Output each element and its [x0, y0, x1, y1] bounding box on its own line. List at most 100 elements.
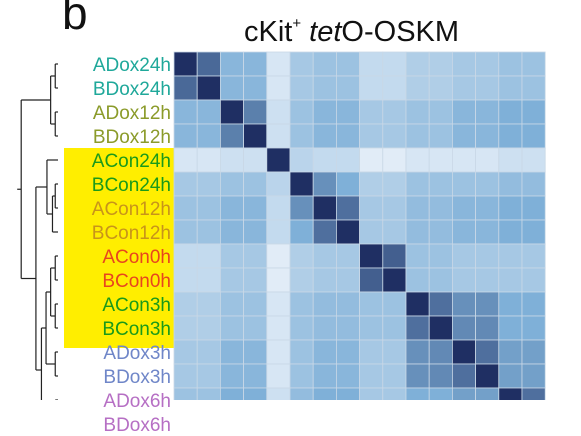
heatmap-cell-ADox3h-BCon0h [382, 339, 407, 365]
chart-title: cKit+ tetO-OSKM [244, 16, 459, 47]
heatmap-cell-BDox24h-ACon12h [312, 75, 337, 101]
heatmap-cell-ACon24h-ACon12h [312, 147, 337, 173]
heatmap-cell-BDox12h-BCon24h [289, 123, 314, 149]
heatmap-cell-ACon0h-ACon0h [359, 243, 384, 269]
heatmap-cell-BCon12h-ACon3h [405, 219, 430, 245]
heatmap-cell-ADox24h-ADox3h [451, 51, 476, 77]
heatmap-cell-ACon3h-ADox24h [173, 291, 198, 317]
heatmap-cell-ADox3h-BCon12h [335, 339, 360, 365]
heatmap-cell-ACon24h-BDox24h [196, 147, 221, 173]
heatmap-cell-ACon24h-ACon3h [405, 147, 430, 173]
heatmap-cell-ADox12h-ADox12h [219, 99, 244, 125]
heatmap-cell-BDox24h-BCon0h [382, 75, 407, 101]
heatmap-cell-BDox24h-ADox3h [451, 75, 476, 101]
heatmap-cell-BCon24h-BCon12h [335, 171, 360, 197]
heatmap-cell-BCon12h-ACon0h [359, 219, 384, 245]
heatmap-cell-BCon3h-BCon3h [428, 315, 453, 341]
heatmap-cell-BCon12h-BDox24h [196, 219, 221, 245]
heatmap-cell-ADox24h-BCon12h [335, 51, 360, 77]
heatmap-cell-BDox3h-BDox6h [521, 363, 546, 389]
row-label-ADox3h: ADox3h [103, 343, 171, 364]
heatmap-cell-ACon3h-ACon24h [266, 291, 291, 317]
heatmap-cell-ADox3h-ACon24h [266, 339, 291, 365]
heatmap-cell-ACon0h-BCon24h [289, 243, 314, 269]
heatmap-cell-ACon3h-ADox3h [451, 291, 476, 317]
heatmap-cell-BCon3h-ACon3h [405, 315, 430, 341]
heatmap-cell-BCon3h-ADox24h [173, 315, 198, 341]
heatmap-cell-ACon12h-BDox12h [243, 195, 268, 221]
heatmap-cell-BCon0h-BCon24h [289, 267, 314, 293]
heatmap-cell-BCon3h-BDox3h [475, 315, 500, 341]
heatmap-cell-ACon3h-BDox12h [243, 291, 268, 317]
heatmap-cell-ACon0h-BCon3h [428, 243, 453, 269]
heatmap-cell-ADox6h-ACon0h [359, 387, 384, 400]
title-suffix: O-OSKM [341, 16, 460, 48]
heatmap-cell-BDox12h-ACon3h [405, 123, 430, 149]
heatmap-cell-ADox6h-BCon3h [428, 387, 453, 400]
heatmap-cell-BDox3h-BDox3h [475, 363, 500, 389]
heatmap-cell-BDox24h-BDox3h [475, 75, 500, 101]
heatmap-cell-BCon24h-BCon3h [428, 171, 453, 197]
heatmap-cell-BDox12h-ACon12h [312, 123, 337, 149]
heatmap-cell-ADox24h-BCon3h [428, 51, 453, 77]
heatmap-cell-BCon24h-ACon3h [405, 171, 430, 197]
heatmap-cell-ADox6h-ADox24h [173, 387, 198, 400]
heatmap-cell-ADox3h-ADox12h [219, 339, 244, 365]
row-label-ACon24h: ACon24h [91, 151, 171, 172]
heatmap-cell-ADox6h-BDox3h [475, 387, 500, 400]
heatmap-cell-BDox24h-ADox24h [173, 75, 198, 101]
heatmap-cell-ACon12h-BDox6h [521, 195, 546, 221]
row-label-BCon12h: BCon12h [91, 223, 171, 244]
heatmap-cell-BDox12h-ACon0h [359, 123, 384, 149]
heatmap-cell-BCon12h-BDox3h [475, 219, 500, 245]
heatmap-cell-BCon3h-ACon0h [359, 315, 384, 341]
heatmap-cell-ACon24h-BCon3h [428, 147, 453, 173]
heatmap-cell-ACon0h-BCon12h [335, 243, 360, 269]
heatmap-cell-BDox12h-BDox6h [521, 123, 546, 149]
row-label-ACon0h: ACon0h [102, 247, 171, 268]
heatmap-cell-ACon12h-BCon0h [382, 195, 407, 221]
heatmap-cell-BCon3h-BDox12h [243, 315, 268, 341]
heatmap-cell-ACon24h-ADox6h [498, 147, 523, 173]
heatmap-cell-BCon12h-ADox3h [451, 219, 476, 245]
heatmap-cell-ADox6h-BDox24h [196, 387, 221, 400]
heatmap-cell-ACon12h-ACon3h [405, 195, 430, 221]
heatmap-cell-BDox24h-ACon24h [266, 75, 291, 101]
heatmap-cell-ACon0h-ACon3h [405, 243, 430, 269]
heatmap-cell-BDox3h-ADox24h [173, 363, 198, 389]
heatmap-cell-BCon3h-ADox6h [498, 315, 523, 341]
heatmap-cell-ADox24h-ADox6h [498, 51, 523, 77]
control-rows-highlight [64, 148, 175, 348]
heatmap-cell-ADox24h-BDox3h [475, 51, 500, 77]
heatmap-cell-ACon12h-ADox3h [451, 195, 476, 221]
heatmap-cell-BCon3h-BDox24h [196, 315, 221, 341]
heatmap-cell-BDox12h-BDox24h [196, 123, 221, 149]
heatmap-cell-BCon3h-BDox6h [521, 315, 546, 341]
heatmap-cell-BCon12h-ADox24h [173, 219, 198, 245]
heatmap-cell-ADox12h-BCon12h [335, 99, 360, 125]
heatmap-cell-BCon3h-BCon12h [335, 315, 360, 341]
heatmap-cell-ADox3h-ACon0h [359, 339, 384, 365]
heatmap-cell-ACon3h-BCon12h [335, 291, 360, 317]
heatmap-cell-BCon24h-ADox3h [451, 171, 476, 197]
heatmap-cell-ADox6h-BDox12h [243, 387, 268, 400]
heatmap-cell-BDox3h-BDox24h [196, 363, 221, 389]
heatmap-cell-ACon24h-ACon0h [359, 147, 384, 173]
heatmap-cell-ACon24h-BDox6h [521, 147, 546, 173]
row-label-BCon24h: BCon24h [91, 175, 171, 196]
heatmap-cell-ACon3h-BCon24h [289, 291, 314, 317]
heatmap-cell-ADox6h-BCon0h [382, 387, 407, 400]
heatmap-cell-ADox3h-BCon3h [428, 339, 453, 365]
heatmap-cell-ADox12h-ACon3h [405, 99, 430, 125]
heatmap-cell-ACon3h-BDox6h [521, 291, 546, 317]
heatmap-cell-ACon24h-ADox24h [173, 147, 198, 173]
correlation-heatmap [173, 51, 546, 400]
heatmap-cell-BCon3h-ACon24h [266, 315, 291, 341]
heatmap-cell-BCon0h-ADox3h [451, 267, 476, 293]
row-label-BDox24h: BDox24h [92, 79, 171, 100]
heatmap-cell-BCon12h-BCon3h [428, 219, 453, 245]
heatmap-cell-BCon12h-ADox6h [498, 219, 523, 245]
heatmap-cell-BDox24h-BCon3h [428, 75, 453, 101]
heatmap-cell-ACon24h-BCon24h [289, 147, 314, 173]
heatmap-cell-ADox3h-ADox24h [173, 339, 198, 365]
